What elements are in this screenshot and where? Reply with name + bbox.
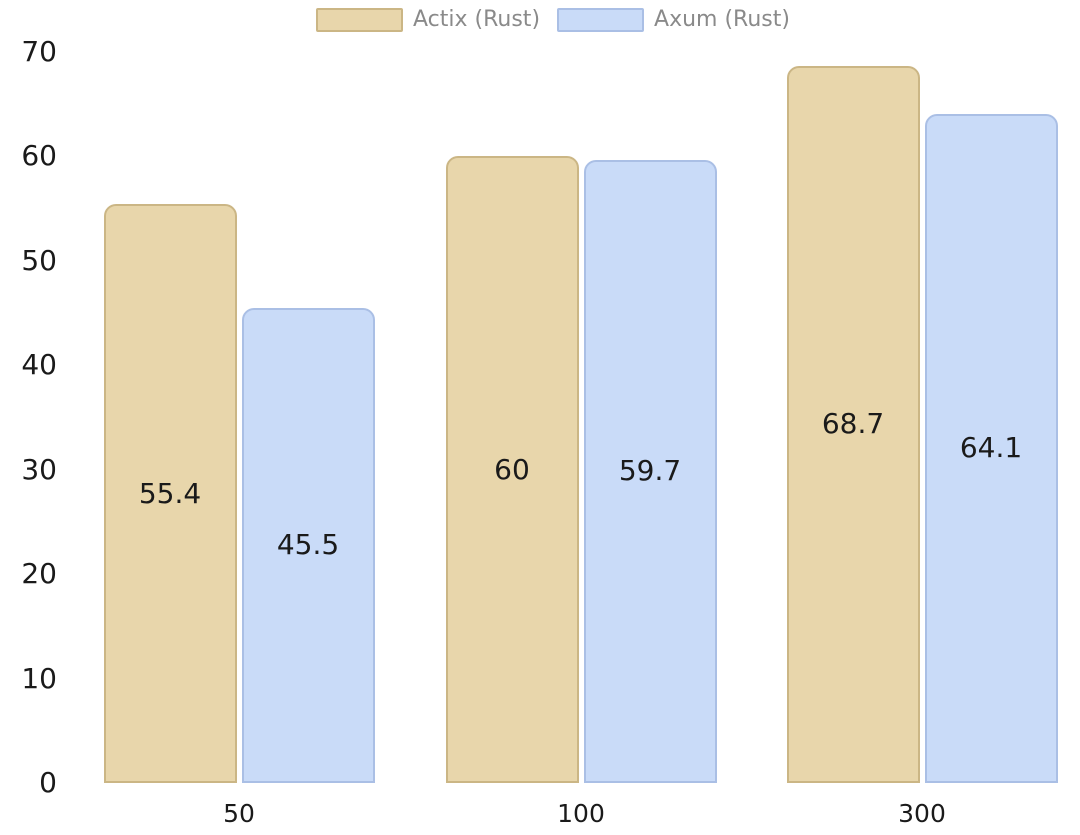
y-axis-tick-label-70: 70 [21,35,57,68]
bar-axum-rust-300[interactable]: 64.1 [924,113,1058,783]
legend-label-actix-rust: Actix (Rust) [413,7,541,32]
y-axis-tick-label-50: 50 [21,243,57,277]
bar-value-label: 45.5 [276,528,340,562]
bar-actix-rust-300[interactable]: 68.7 [786,65,920,783]
x-axis-tick-label-50: 50 [223,799,255,828]
legend-item-actix-rust[interactable]: Actix (Rust) [316,8,540,32]
bar-actix-rust-50[interactable]: 55.4 [103,204,237,783]
bar-value-label: 60 [494,452,530,486]
legend-item-axum-rust[interactable]: Axum (Rust) [557,8,790,32]
x-axis-tick-label-100: 100 [557,799,605,828]
bar-value-label: 68.7 [821,407,885,441]
y-axis-tick-label-10: 10 [21,661,57,695]
legend-swatch-axum-rust [557,8,645,32]
bar-actix-rust-100[interactable]: 60 [445,156,579,783]
chart-legend: Actix (Rust) Axum (Rust) [13,8,1080,32]
bar-value-label: 55.4 [138,476,202,510]
bar-axum-rust-100[interactable]: 59.7 [583,159,717,783]
bar-value-label: 64.1 [959,431,1023,465]
y-axis-tick-label-60: 60 [21,139,57,173]
bar-value-label: 59.7 [618,454,682,488]
legend-swatch-actix-rust [316,8,404,32]
y-axis-tick-label-0: 0 [39,766,57,799]
x-axis-tick-label-300: 300 [898,799,946,828]
y-axis-tick-label-20: 20 [21,557,57,591]
y-axis-tick-label-40: 40 [21,348,57,382]
bar-axum-rust-50[interactable]: 45.5 [241,307,375,783]
y-axis-tick-label-30: 30 [21,452,57,486]
legend-label-axum-rust: Axum (Rust) [654,7,790,32]
